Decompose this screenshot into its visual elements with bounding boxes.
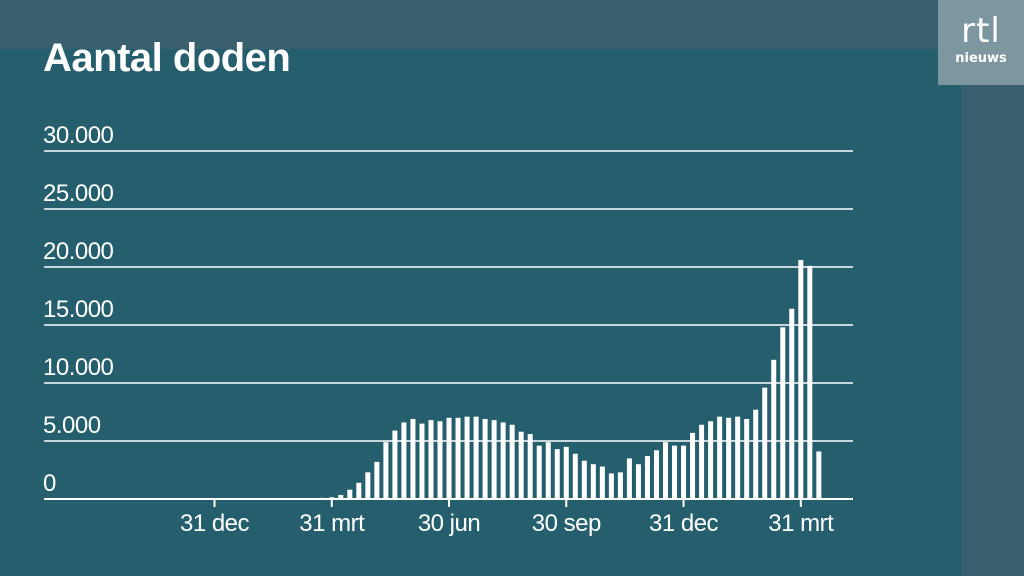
bar [690, 432, 696, 499]
bar [608, 473, 614, 499]
bar [653, 450, 659, 499]
bar [455, 417, 461, 499]
bar [545, 442, 551, 499]
bar [509, 424, 515, 499]
bar [672, 445, 678, 499]
bar [617, 472, 623, 499]
bar [365, 472, 371, 499]
rtl-nieuws-logo: rtl nieuws [938, 0, 1024, 85]
bar [491, 420, 497, 499]
bar [554, 449, 560, 499]
bar [699, 424, 705, 499]
bars [320, 260, 822, 499]
bar [590, 464, 596, 499]
bar [771, 359, 777, 499]
bar [410, 418, 416, 499]
y-tick-label: 10.000 [43, 354, 114, 381]
x-tick-label: 31 mrt [768, 510, 834, 537]
bar [626, 458, 632, 499]
header-band [0, 0, 1024, 49]
bar [401, 422, 407, 499]
bar [735, 416, 741, 499]
bar [563, 446, 569, 499]
y-axis-labels: 0 5.000 10.000 15.000 20.000 25.000 30.000 [43, 122, 114, 497]
bar [536, 445, 542, 499]
bar [419, 423, 425, 499]
bar [464, 416, 470, 499]
bar [816, 451, 822, 499]
bar [446, 417, 452, 499]
bar [356, 482, 362, 499]
logo-mark: rtl [961, 11, 1001, 51]
y-tick-label: 15.000 [43, 296, 114, 323]
bar [644, 456, 650, 499]
y-tick-label: 5.000 [43, 412, 101, 439]
bar [762, 387, 768, 499]
bar [338, 494, 344, 499]
bar [392, 430, 398, 499]
y-tick-label: 20.000 [43, 238, 114, 265]
logo-subtitle: nieuws [955, 51, 1007, 66]
x-axis-labels: 31 dec 31 mrt 30 jun 30 sep 31 dec 31 mrt [180, 510, 835, 537]
bar [717, 416, 723, 499]
bar [383, 442, 389, 499]
bar [726, 417, 732, 499]
bar [374, 461, 380, 499]
bar [780, 327, 786, 499]
bar [473, 416, 479, 499]
bar [437, 421, 443, 499]
y-tick-label: 30.000 [43, 122, 114, 149]
bar [635, 464, 641, 499]
bar [798, 260, 804, 499]
x-tick-label: 31 dec [180, 510, 250, 537]
bar [599, 466, 605, 499]
x-axis [44, 498, 853, 507]
x-tick-label: 31 dec [649, 510, 719, 537]
bar [807, 265, 813, 499]
x-tick-label: 31 mrt [299, 510, 365, 537]
bar [428, 420, 434, 499]
bar [663, 442, 668, 499]
bar [347, 489, 353, 499]
bar [527, 434, 533, 499]
bar [753, 409, 759, 499]
bar [500, 422, 506, 499]
bar [744, 418, 750, 499]
gridlines [44, 150, 853, 442]
bar [789, 308, 795, 499]
right-side-band [962, 0, 1024, 576]
x-tick-label: 30 jun [418, 510, 480, 537]
bar [708, 421, 714, 499]
bar [572, 453, 578, 499]
bar [518, 431, 524, 499]
x-tick-label: 30 sep [532, 510, 601, 537]
bar [681, 445, 687, 499]
bar [581, 460, 587, 499]
y-tick-label: 25.000 [43, 180, 114, 207]
y-tick-label: 0 [43, 470, 56, 497]
bar [482, 418, 488, 499]
chart-title: Aantal doden [43, 36, 291, 80]
